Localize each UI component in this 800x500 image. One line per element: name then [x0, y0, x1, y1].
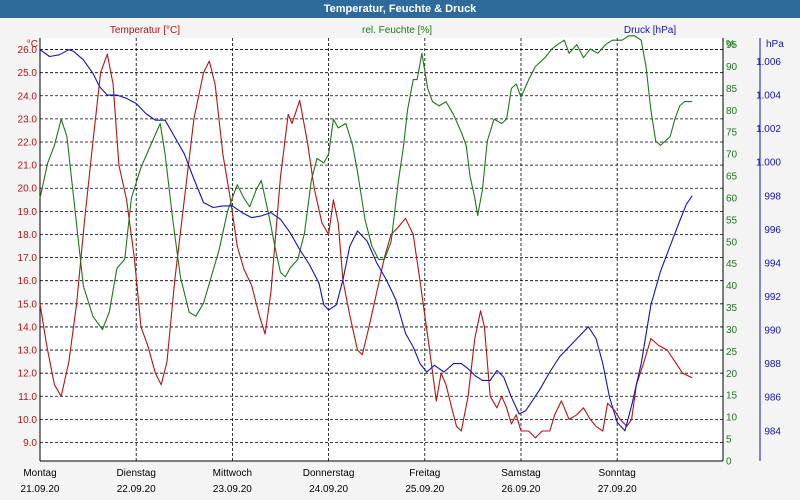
temperature-tick-label: 24.0: [18, 91, 38, 102]
x-day-label: Mittwoch: [213, 468, 252, 479]
humidity-tick-label: 30: [726, 325, 738, 336]
x-date-label: 27.09.20: [598, 484, 637, 495]
pressure-tick-label: 1.006: [756, 57, 781, 68]
pressure-tick-label: 984: [764, 426, 781, 437]
x-day-label: Sonntag: [599, 468, 636, 479]
humidity-tick-label: 25: [726, 347, 738, 358]
humidity-unit-label: %: [726, 39, 735, 50]
humidity-tick-label: 95: [726, 40, 738, 51]
x-date-label: 24.09.20: [309, 484, 348, 495]
x-date-label: 22.09.20: [117, 484, 156, 495]
pressure-tick-label: 994: [764, 258, 781, 269]
pressure-tick-label: 1.002: [756, 124, 781, 135]
temperature-tick-label: 17.0: [18, 253, 38, 264]
temperature-tick-label: 15.0: [18, 299, 38, 310]
humidity-tick-label: 70: [726, 150, 738, 161]
x-day-label: Montag: [23, 468, 56, 479]
pressure-tick-label: 988: [764, 359, 781, 370]
pressure-axis-label: Druck [hPa]: [624, 25, 676, 36]
plot-area: [40, 38, 723, 461]
humidity-tick-label: 55: [726, 215, 738, 226]
pressure-tick-label: 998: [764, 191, 781, 202]
humidity-tick-label: 65: [726, 172, 738, 183]
humidity-tick-label: 5: [726, 435, 732, 446]
x-day-label: Freitag: [409, 468, 440, 479]
temperature-series-line: [39, 53, 693, 439]
temperature-tick-label: 23.0: [18, 114, 38, 125]
humidity-tick-label: 0: [726, 457, 732, 468]
x-date-label: 23.09.20: [213, 484, 252, 495]
temperature-tick-label: 18.0: [18, 230, 38, 241]
pressure-tick-label: 1.004: [756, 91, 781, 102]
humidity-tick-label: 60: [726, 193, 738, 204]
temperature-tick-label: 10.0: [18, 415, 38, 426]
temperature-tick-label: 21.0: [18, 161, 38, 172]
temperature-tick-label: 11.0: [18, 392, 37, 403]
x-date-label: 25.09.20: [405, 484, 444, 495]
humidity-tick-label: 15: [726, 391, 738, 402]
humidity-tick-label: 40: [726, 281, 738, 292]
x-day-label: Dienstag: [116, 468, 155, 479]
humidity-tick-label: 85: [726, 84, 738, 95]
pressure-tick-label: 1.000: [756, 158, 781, 169]
temperature-tick-label: 26.0: [18, 45, 38, 56]
x-date-label: 21.09.20: [21, 484, 60, 495]
temperature-tick-label: 20.0: [18, 184, 38, 195]
humidity-tick-label: 80: [726, 106, 738, 117]
temperature-tick-label: 25.0: [18, 68, 38, 79]
pressure-series-line: [39, 49, 693, 432]
x-day-label: Samstag: [501, 468, 540, 479]
humidity-tick-label: 35: [726, 303, 738, 314]
temperature-tick-label: 9.0: [23, 438, 37, 449]
temperature-tick-label: 14.0: [18, 322, 38, 333]
temperature-tick-label: 19.0: [18, 207, 38, 218]
pressure-tick-label: 992: [764, 292, 781, 303]
humidity-axis-label: rel. Feuchte [%]: [362, 25, 432, 36]
humidity-series-line: [39, 35, 693, 331]
x-day-label: Donnerstag: [303, 468, 355, 479]
pressure-tick-label: 986: [764, 393, 781, 404]
chart-title: Temperatur, Feuchte & Druck: [0, 0, 800, 18]
pressure-tick-label: 990: [764, 326, 781, 337]
temperature-tick-label: 12.0: [18, 369, 38, 380]
temperature-axis-label: Temperatur [°C]: [110, 25, 180, 36]
temperature-tick-label: 22.0: [18, 138, 38, 149]
temperature-unit-label: °C: [27, 39, 38, 50]
temperature-tick-label: 13.0: [18, 346, 38, 357]
humidity-tick-label: 45: [726, 259, 738, 270]
humidity-tick-label: 10: [726, 413, 738, 424]
humidity-tick-label: 75: [726, 128, 738, 139]
humidity-tick-label: 20: [726, 369, 738, 380]
pressure-tick-label: 996: [764, 225, 781, 236]
pressure-unit-label: hPa: [766, 39, 784, 50]
temperature-tick-label: 16.0: [18, 276, 38, 287]
humidity-tick-label: 90: [726, 62, 738, 73]
humidity-tick-label: 50: [726, 237, 738, 248]
x-date-label: 26.09.20: [502, 484, 541, 495]
